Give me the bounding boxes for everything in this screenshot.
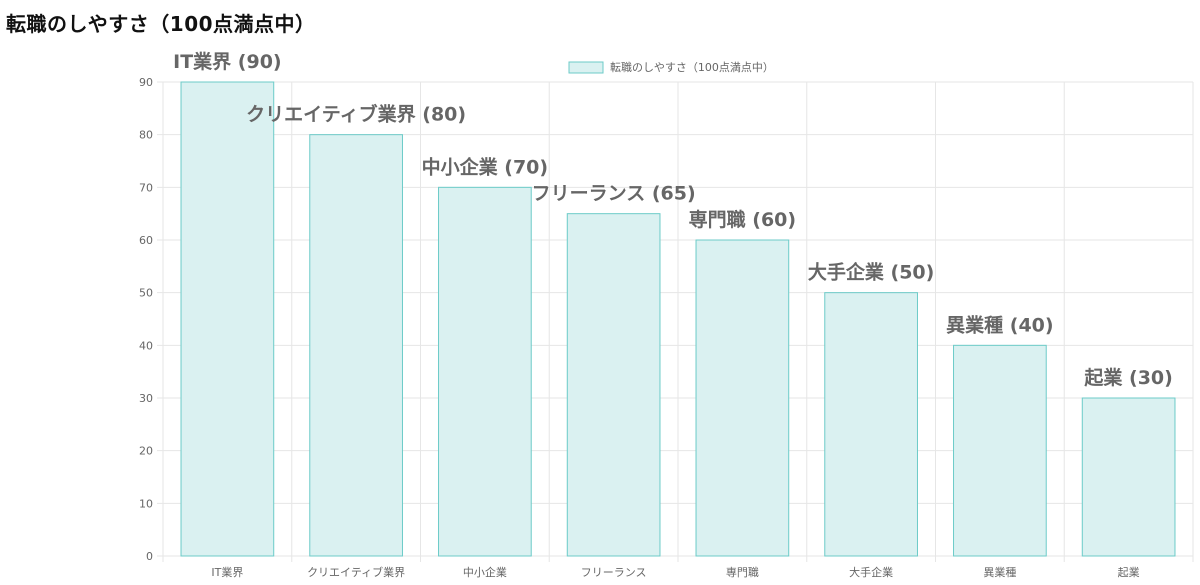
legend-swatch xyxy=(568,61,604,74)
y-tick-label: 70 xyxy=(139,181,153,194)
x-tick-label: 中小企業 xyxy=(463,565,507,579)
data-label: 中小企業 (70) xyxy=(422,155,548,178)
bar[interactable] xyxy=(438,186,532,557)
data-label: IT業界 (90) xyxy=(173,50,281,73)
bar[interactable] xyxy=(566,213,661,557)
legend-label: 転職のしやすさ（100点満点中） xyxy=(610,61,774,74)
legend[interactable]: 転職のしやすさ（100点満点中） xyxy=(568,61,774,74)
data-label: 起業 (30) xyxy=(1083,366,1172,389)
x-tick-label: IT業界 xyxy=(211,566,243,579)
x-tick-label: 大手企業 xyxy=(849,565,893,579)
page-title: 転職のしやすさ（100点満点中） xyxy=(6,12,316,36)
y-tick-label: 40 xyxy=(139,339,153,352)
bar[interactable] xyxy=(180,81,275,557)
x-tick-label: 異業種 xyxy=(983,565,1016,579)
bar[interactable] xyxy=(309,134,403,557)
data-label: クリエイティブ業界 (80) xyxy=(246,103,466,126)
bars xyxy=(180,81,1176,557)
x-tick-label: フリーランス xyxy=(581,566,647,579)
data-label: 専門職 (60) xyxy=(689,208,796,231)
y-tick-label: 80 xyxy=(139,129,153,142)
y-tick-label: 90 xyxy=(139,76,153,89)
data-label: フリーランス (65) xyxy=(532,183,696,205)
y-tick-label: 50 xyxy=(139,287,153,300)
bar[interactable] xyxy=(695,239,790,557)
y-tick-label: 0 xyxy=(146,550,153,563)
bar[interactable] xyxy=(953,344,1047,557)
x-tick-label: 起業 xyxy=(1118,566,1140,579)
x-tick-label: クリエイティブ業界 xyxy=(307,565,405,579)
data-labels: IT業界 (90) クリエイティブ業界 (80) 中小企業 (70) フリーランス (… xyxy=(173,50,1173,389)
bar[interactable] xyxy=(1081,397,1176,557)
x-axis-ticks: IT業界 クリエイティブ業界 中小企業 フリーランス 専門職 大手企業 異業種 起業 xyxy=(211,565,1139,579)
y-tick-label: 60 xyxy=(139,234,153,247)
y-tick-label: 20 xyxy=(139,445,153,458)
y-tick-label: 10 xyxy=(139,497,153,510)
bar[interactable] xyxy=(824,292,918,557)
data-label: 大手企業 (50) xyxy=(808,261,934,284)
x-tick-label: 専門職 xyxy=(726,566,759,579)
data-label: 異業種 (40) xyxy=(946,313,1053,336)
y-tick-label: 30 xyxy=(139,392,153,405)
y-axis-ticks: 0 10 20 30 40 50 60 70 80 90 xyxy=(139,76,153,563)
